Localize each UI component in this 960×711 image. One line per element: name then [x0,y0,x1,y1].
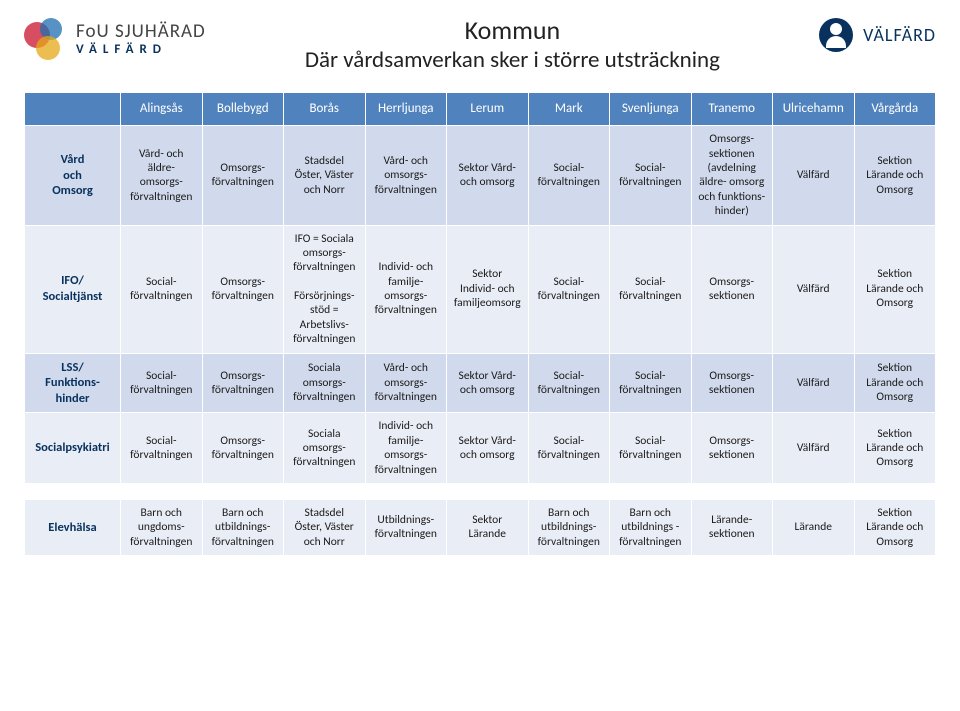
logo-left-text: FoU SJUHÄRAD VÄLFÄRD [76,22,206,56]
table-cell: Barn ochungdoms-förvaltningen [121,499,203,555]
table-cell: IFO = Socialaomsorgs-förvaltningenFörsör… [284,225,366,353]
table-cell: Individ- ochfamilje-omsorgs-förvaltninge… [365,225,447,353]
table-cell: Omsorgs-sektionen [691,225,773,353]
table-cell: Barn ochutbildnings-förvaltningen [202,499,284,555]
table-cell: Social-förvaltningen [121,353,203,413]
table-row: SocialpsykiatriSocial-förvaltningenOmsor… [25,413,936,484]
col-header: Borås [284,93,366,126]
table-cell: Vård- och äldre-omsorgs-förvaltningen [121,126,203,225]
table-cell: Lärande [773,499,855,555]
table-cell: SektionLärande ochOmsorg [854,353,936,413]
table-cell: Sektor Vård-och omsorg [447,126,529,225]
col-header: Herrljunga [365,93,447,126]
header: FoU SJUHÄRAD VÄLFÄRD Kommun Där vårdsamv… [24,18,936,74]
table-cell: Omsorgs-förvaltningen [202,126,284,225]
table-cell: SektionLärande ochOmsorg [854,499,936,555]
col-header: Tranemo [691,93,773,126]
municipality-table: AlingsåsBollebygdBoråsHerrljungaLerumMar… [24,92,936,556]
table-cell: Barn ochutbildnings-förvaltningen [528,499,610,555]
logo-left: FoU SJUHÄRAD VÄLFÄRD [24,18,206,60]
logo-left-top: FoU SJUHÄRAD [76,22,206,41]
table-head: AlingsåsBollebygdBoråsHerrljungaLerumMar… [25,93,936,126]
table-cell: Välfärd [773,353,855,413]
table-cell: SektionLärande ochOmsorg [854,225,936,353]
col-header: Mark [528,93,610,126]
table-cell: Omsorgs-sektionen [691,353,773,413]
col-header: Ulricehamn [773,93,855,126]
table-cell: Social-förvaltningen [121,225,203,353]
table-cell: Vård- ochomsorgs-förvaltningen [365,126,447,225]
table-cell: Social-förvaltningen [610,225,692,353]
table-cell: StadsdelÖster, Västeroch Norr [284,126,366,225]
table-cell: Social-förvaltningen [528,413,610,484]
row-label: VårdochOmsorg [25,126,121,225]
row-label: Elevhälsa [25,499,121,555]
table-cell: Sektor Vård-och omsorg [447,413,529,484]
page-title: Kommun Där vårdsamverkan sker i större u… [206,14,819,74]
table-cell: Välfärd [773,126,855,225]
table-cell: Välfärd [773,413,855,484]
logo-left-bottom: VÄLFÄRD [76,43,206,56]
title-line1: Kommun [206,14,819,46]
table-cell: Social-förvaltningen [610,413,692,484]
table-row: VårdochOmsorgVård- och äldre-omsorgs-för… [25,126,936,225]
table-cell: Socialaomsorgs-förvaltningen [284,413,366,484]
table-cell: Vård- ochomsorgs-förvaltningen [365,353,447,413]
table-row: IFO/SocialtjänstSocial-förvaltningenOmso… [25,225,936,353]
table-cell: Social-förvaltningen [528,126,610,225]
table-body: VårdochOmsorgVård- och äldre-omsorgs-för… [25,126,936,556]
table-cell: Omsorgs-förvaltningen [202,353,284,413]
logo-right: VÄLFÄRD [819,18,936,52]
table-cell: Omsorgs-sektionen [691,413,773,484]
table-cell: Välfärd [773,225,855,353]
col-header-blank [25,93,121,126]
table-cell: Social-förvaltningen [528,225,610,353]
col-header: Svenljunga [610,93,692,126]
person-icon [819,18,853,52]
table-cell: StadsdelÖster, Västeroch Norr [284,499,366,555]
table-cell: Social-förvaltningen [121,413,203,484]
row-label: Socialpsykiatri [25,413,121,484]
table-cell: Sektor Vård-och omsorg [447,353,529,413]
table-cell: Socialaomsorgs-förvaltningen [284,353,366,413]
col-header: Lerum [447,93,529,126]
table-cell: Lärande-sektionen [691,499,773,555]
logo-right-text: VÄLFÄRD [863,24,936,46]
table-row: ElevhälsaBarn ochungdoms-förvaltningenBa… [25,499,936,555]
table-cell: Omsorgs-förvaltningen [202,413,284,484]
table-cell: Social-förvaltningen [610,126,692,225]
table-cell: Individ- ochfamilje-omsorgs-förvaltninge… [365,413,447,484]
table-row: LSS/Funktions-hinderSocial-förvaltningen… [25,353,936,413]
row-label: IFO/Socialtjänst [25,225,121,353]
table-cell: Social-förvaltningen [610,353,692,413]
table-cell: Barn ochutbildnings -förvaltningen [610,499,692,555]
table-cell: Omsorgs-förvaltningen [202,225,284,353]
row-label: LSS/Funktions-hinder [25,353,121,413]
col-header: Bollebygd [202,93,284,126]
logo-left-icon [24,18,66,60]
table-cell: SektionLärande ochOmsorg [854,126,936,225]
title-line2: Där vårdsamverkan sker i större utsträck… [206,46,819,74]
table-cell: Utbildnings-förvaltningen [365,499,447,555]
table-cell: SektorLärande [447,499,529,555]
table-cell: Social-förvaltningen [528,353,610,413]
table-cell: SektionLärande ochOmsorg [854,413,936,484]
col-header: Vårgårda [854,93,936,126]
col-header: Alingsås [121,93,203,126]
table-cell: Omsorgs-sektionen(avdelningäldre- omsorg… [691,126,773,225]
table-cell: SektorIndivid- ochfamiljeomsorg [447,225,529,353]
